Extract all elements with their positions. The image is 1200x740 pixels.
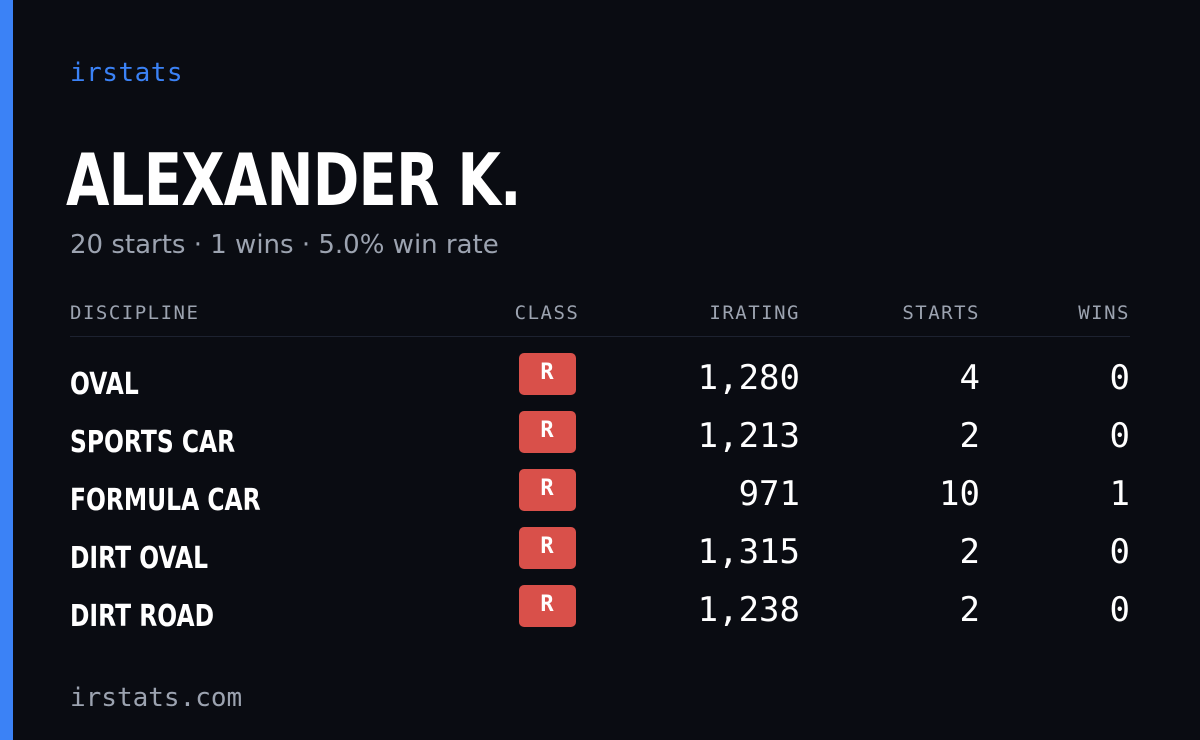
class-cell: R <box>502 469 592 511</box>
accent-bar <box>0 0 13 740</box>
wins-value: 0 <box>1109 532 1130 572</box>
header-class: CLASS <box>514 302 580 324</box>
table-row: SPORTS CAR R 1,213 2 0 <box>70 411 1130 469</box>
table-row: OVAL R 1,280 4 0 <box>70 353 1130 411</box>
irating-value: 1,238 <box>697 590 800 630</box>
discipline-name: OVAL <box>70 367 139 402</box>
starts-value: 4 <box>959 358 980 398</box>
header-irating: IRATING <box>709 302 800 324</box>
irating-value: 1,213 <box>697 416 800 456</box>
class-cell: R <box>502 353 592 395</box>
irating-value: 1,315 <box>697 532 800 572</box>
license-class-badge: R <box>518 527 576 569</box>
class-cell: R <box>502 585 592 627</box>
wins-value: 0 <box>1109 416 1130 456</box>
starts-value: 2 <box>959 590 980 630</box>
table-body: OVAL R 1,280 4 0 SPORTS CAR R 1,213 2 0 … <box>70 337 1130 643</box>
license-class-badge: R <box>518 469 576 511</box>
player-name: ALEXANDER K. <box>66 138 521 222</box>
discipline-name: SPORTS CAR <box>70 425 236 460</box>
wins-value: 0 <box>1109 590 1130 630</box>
starts-value: 10 <box>939 474 980 514</box>
license-class-badge: R <box>518 353 576 395</box>
starts-value: 2 <box>959 416 980 456</box>
player-summary: 20 starts · 1 wins · 5.0% win rate <box>70 230 499 260</box>
footer-url: irstats.com <box>70 683 243 713</box>
license-class-badge: R <box>518 411 576 453</box>
starts-value: 2 <box>959 532 980 572</box>
brand-logo-text: irstats <box>70 58 184 88</box>
irating-value: 971 <box>738 474 800 514</box>
header-starts: STARTS <box>902 302 980 324</box>
table-row: DIRT OVAL R 1,315 2 0 <box>70 527 1130 585</box>
discipline-name: DIRT ROAD <box>70 599 215 634</box>
table-row: FORMULA CAR R 971 10 1 <box>70 469 1130 527</box>
license-class-badge: R <box>518 585 576 627</box>
discipline-name: FORMULA CAR <box>70 483 261 518</box>
table-row: DIRT ROAD R 1,238 2 0 <box>70 585 1130 643</box>
table-header-row: DISCIPLINE CLASS IRATING STARTS WINS <box>70 296 1130 337</box>
wins-value: 0 <box>1109 358 1130 398</box>
header-discipline: DISCIPLINE <box>70 302 200 324</box>
class-cell: R <box>502 411 592 453</box>
irating-value: 1,280 <box>697 358 800 398</box>
wins-value: 1 <box>1109 474 1130 514</box>
discipline-name: DIRT OVAL <box>70 541 209 576</box>
stats-table: DISCIPLINE CLASS IRATING STARTS WINS OVA… <box>70 296 1130 643</box>
header-wins: WINS <box>1078 302 1130 324</box>
class-cell: R <box>502 527 592 569</box>
